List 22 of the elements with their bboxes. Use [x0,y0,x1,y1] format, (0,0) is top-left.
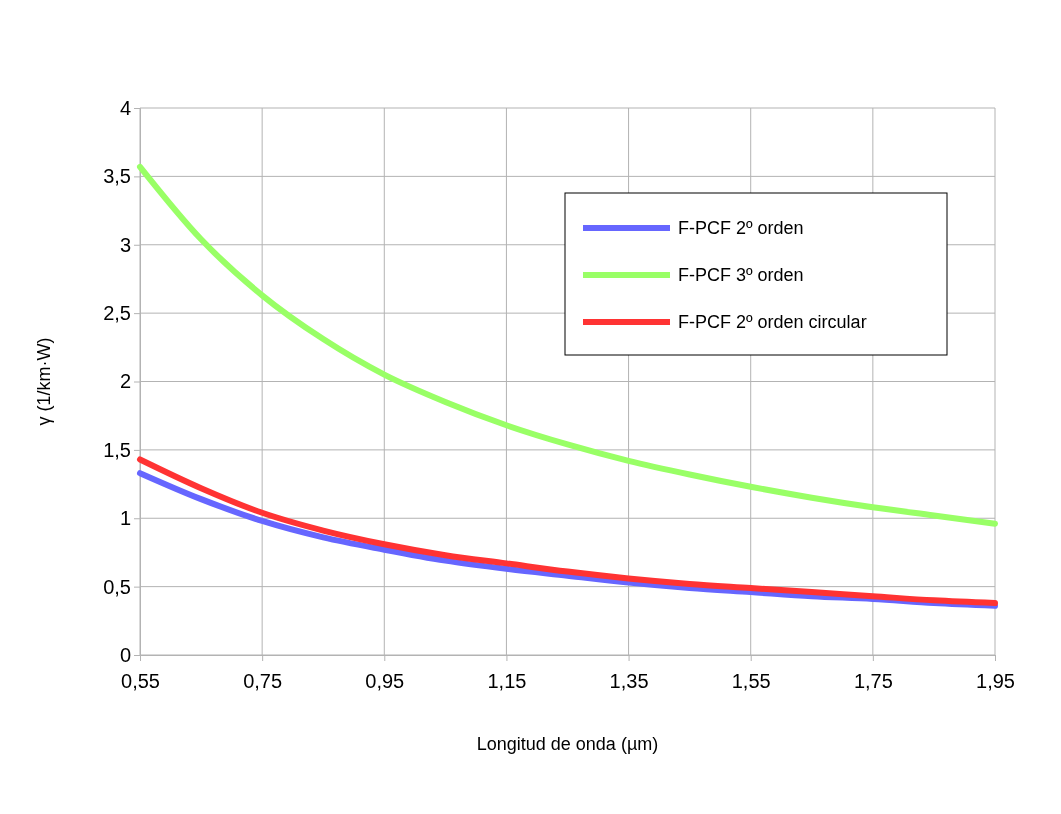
y-tick-label: 0,5 [103,575,131,598]
x-tick-label: 0,95 [365,670,405,692]
x-tick-label: 1,95 [976,670,1015,692]
x-tick-label: 0,55 [121,670,160,692]
y-tick-label: 1 [119,507,131,530]
y-tick-label: 2,5 [103,302,131,325]
y-tick-label: 3,5 [103,165,131,188]
y-tick-label: 3 [119,233,131,256]
legend-label: F-PCF 2º orden [678,218,804,238]
x-tick-label: 1,75 [853,670,893,692]
y-tick-label: 0 [119,643,131,666]
y-tick-label: 4 [119,96,131,119]
x-tick-label: 0,75 [243,670,283,692]
legend-label: F-PCF 3º orden [678,265,804,285]
y-tick-label: 1,5 [103,438,131,461]
y-tick-label: 2 [119,370,131,393]
x-tick-label: 1,35 [609,670,649,692]
x-axis-title: Longitud de onda (µm) [476,734,659,754]
x-tick-label: 1,15 [487,670,527,692]
y-axis-title: γ (1/km·W) [34,337,54,426]
legend-label: F-PCF 2º orden circular [678,312,867,332]
x-tick-label: 1,55 [731,670,771,692]
